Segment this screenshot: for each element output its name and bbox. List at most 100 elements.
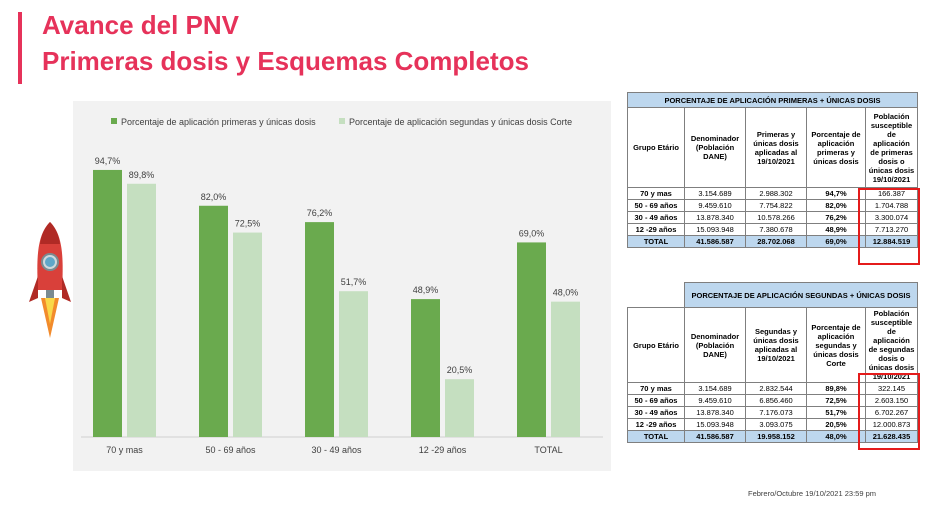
bar (551, 301, 580, 437)
table-row: 30 - 49 años 13.878.340 7.176.073 51,7% 6.70… (627, 406, 918, 419)
table-row: 70 y mas 3.154.689 2.832.544 89,8% 322.145 (627, 382, 918, 395)
table2-cell: 6.856.460 (745, 394, 807, 407)
table2-col-header: Denominador (Población DANE) (684, 307, 746, 383)
table1-col-header: Porcentaje de aplicación primeras y únic… (806, 107, 866, 188)
table2-cell: 89,8% (806, 382, 866, 395)
table1-cell: 12.884.519 (865, 235, 918, 248)
table2-cell: 7.176.073 (745, 406, 807, 419)
table2-cell: 41.586.587 (684, 430, 746, 443)
data-label: 72,5% (235, 219, 261, 229)
table1-cell: 12 -29 años (627, 223, 685, 236)
table2-cell: 20,5% (806, 418, 866, 431)
bar (233, 232, 262, 437)
table-segundas-dosis: PORCENTAJE DE APLICACIÓN SEGUNDAS + ÚNIC… (627, 282, 918, 443)
data-label: 20,5% (447, 365, 473, 375)
title-accent-bar (18, 12, 22, 84)
x-tick-label: 70 y mas (106, 445, 143, 455)
table2-cell: 70 y mas (627, 382, 685, 395)
data-label: 48,0% (553, 288, 579, 298)
data-label: 48,9% (413, 285, 439, 295)
table1-cell: 94,7% (806, 187, 866, 200)
table1-cell: 3.300.074 (865, 211, 918, 224)
table1-cell: 10.578.266 (745, 211, 807, 224)
data-label: 51,7% (341, 277, 367, 287)
table1-col-header: Grupo Etário (627, 107, 685, 188)
bar (411, 299, 440, 437)
table2-cell: 2.832.544 (745, 382, 807, 395)
table1-cell: 69,0% (806, 235, 866, 248)
table-primeras-dosis: PORCENTAJE DE APLICACIÓN PRIMERAS + ÚNIC… (627, 92, 918, 248)
table1-cell: 7.754.822 (745, 199, 807, 212)
table1-cell: 7.380.678 (745, 223, 807, 236)
table-row-total: TOTAL 41.586.587 28.702.068 69,0% 12.884.519 (627, 235, 918, 248)
table1-cell: 30 - 49 años (627, 211, 685, 224)
table1-cell: 76,2% (806, 211, 866, 224)
table2-col-header: Porcentaje de aplicación segundas y únic… (806, 307, 866, 383)
data-label: 69,0% (519, 228, 545, 238)
table1-cell: TOTAL (627, 235, 685, 248)
table2-col-header: Segundas y únicas dosis aplicadas al 19/… (745, 307, 807, 383)
table-row: 50 - 69 años 9.459.610 7.754.822 82,0% 1.704… (627, 199, 918, 212)
bar-chart: Porcentaje de aplicación primeras y únic… (73, 101, 611, 471)
data-label: 76,2% (307, 208, 333, 218)
bar-chart-svg: Porcentaje de aplicación primeras y únic… (81, 117, 603, 455)
table1-cell: 15.093.948 (684, 223, 746, 236)
table2-cell: 19.958.152 (745, 430, 807, 443)
table2-cell: 9.459.610 (684, 394, 746, 407)
legend-swatch (111, 118, 117, 124)
x-tick-label: 12 -29 años (419, 445, 467, 455)
data-label: 89,8% (129, 170, 155, 180)
table2-cell: 12 -29 años (627, 418, 685, 431)
table1-cell: 9.459.610 (684, 199, 746, 212)
table2-cell: 15.093.948 (684, 418, 746, 431)
table2-title: PORCENTAJE DE APLICACIÓN SEGUNDAS + ÚNIC… (684, 282, 918, 308)
table1-cell: 41.586.587 (684, 235, 746, 248)
bar (127, 183, 156, 437)
table2-cell: 3.154.689 (684, 382, 746, 395)
x-tick-label: 50 - 69 años (205, 445, 256, 455)
bar (339, 291, 368, 437)
table2-cell: 3.093.075 (745, 418, 807, 431)
highlight-box-table1 (858, 188, 920, 265)
table2-cell: 30 - 49 años (627, 406, 685, 419)
table2-cell: 48,0% (806, 430, 866, 443)
table2-cell: 13.878.340 (684, 406, 746, 419)
bar (445, 379, 474, 437)
table1-cell: 50 - 69 años (627, 199, 685, 212)
bar (199, 205, 228, 437)
table2-cell: TOTAL (627, 430, 685, 443)
table1-cell: 48,9% (806, 223, 866, 236)
table2-col-header: Grupo Etário (627, 307, 685, 383)
table1-cell: 70 y mas (627, 187, 685, 200)
legend-swatch (339, 118, 345, 124)
footer-timestamp: Febrero/Octubre 19/10/2021 23:59 pm (748, 489, 876, 498)
legend-label: Porcentaje de aplicación primeras y únic… (121, 117, 316, 127)
rocket-icon (29, 222, 71, 338)
x-tick-label: TOTAL (534, 445, 562, 455)
table1-title: PORCENTAJE DE APLICACIÓN PRIMERAS + ÚNIC… (627, 92, 918, 108)
table-row: 12 -29 años 15.093.948 3.093.075 20,5% 12.00… (627, 418, 918, 431)
table1-col-header: Población susceptible de aplicación de p… (865, 107, 918, 188)
table-row-total: TOTAL 41.586.587 19.958.152 48,0% 21.628.435 (627, 430, 918, 443)
table2-cell: 72,5% (806, 394, 866, 407)
table-row: 12 -29 años 15.093.948 7.380.678 48,9% 7.713… (627, 223, 918, 236)
table1-cell: 13.878.340 (684, 211, 746, 224)
table1-cell: 28.702.068 (745, 235, 807, 248)
table2-cell: 21.628.435 (865, 430, 918, 443)
bar (305, 222, 334, 437)
table1-cell: 3.154.689 (684, 187, 746, 200)
bar (93, 169, 122, 438)
bar (517, 242, 546, 437)
table2-cell: 50 - 69 años (627, 394, 685, 407)
data-label: 94,7% (95, 156, 121, 166)
table1-cell: 2.988.302 (745, 187, 807, 200)
highlight-box-table2 (858, 373, 920, 450)
table-row: 70 y mas 3.154.689 2.988.302 94,7% 166.387 (627, 187, 918, 200)
table1-col-header: Denominador (Población DANE) (684, 107, 746, 188)
table2-cell: 51,7% (806, 406, 866, 419)
data-label: 82,0% (201, 192, 227, 202)
page-title: Avance del PNV (42, 10, 240, 40)
table1-col-header: Primeras y únicas dosis aplicadas al 19/… (745, 107, 807, 188)
x-tick-label: 30 - 49 años (311, 445, 362, 455)
table2-col-header: Población susceptible de aplicación de s… (865, 307, 918, 383)
